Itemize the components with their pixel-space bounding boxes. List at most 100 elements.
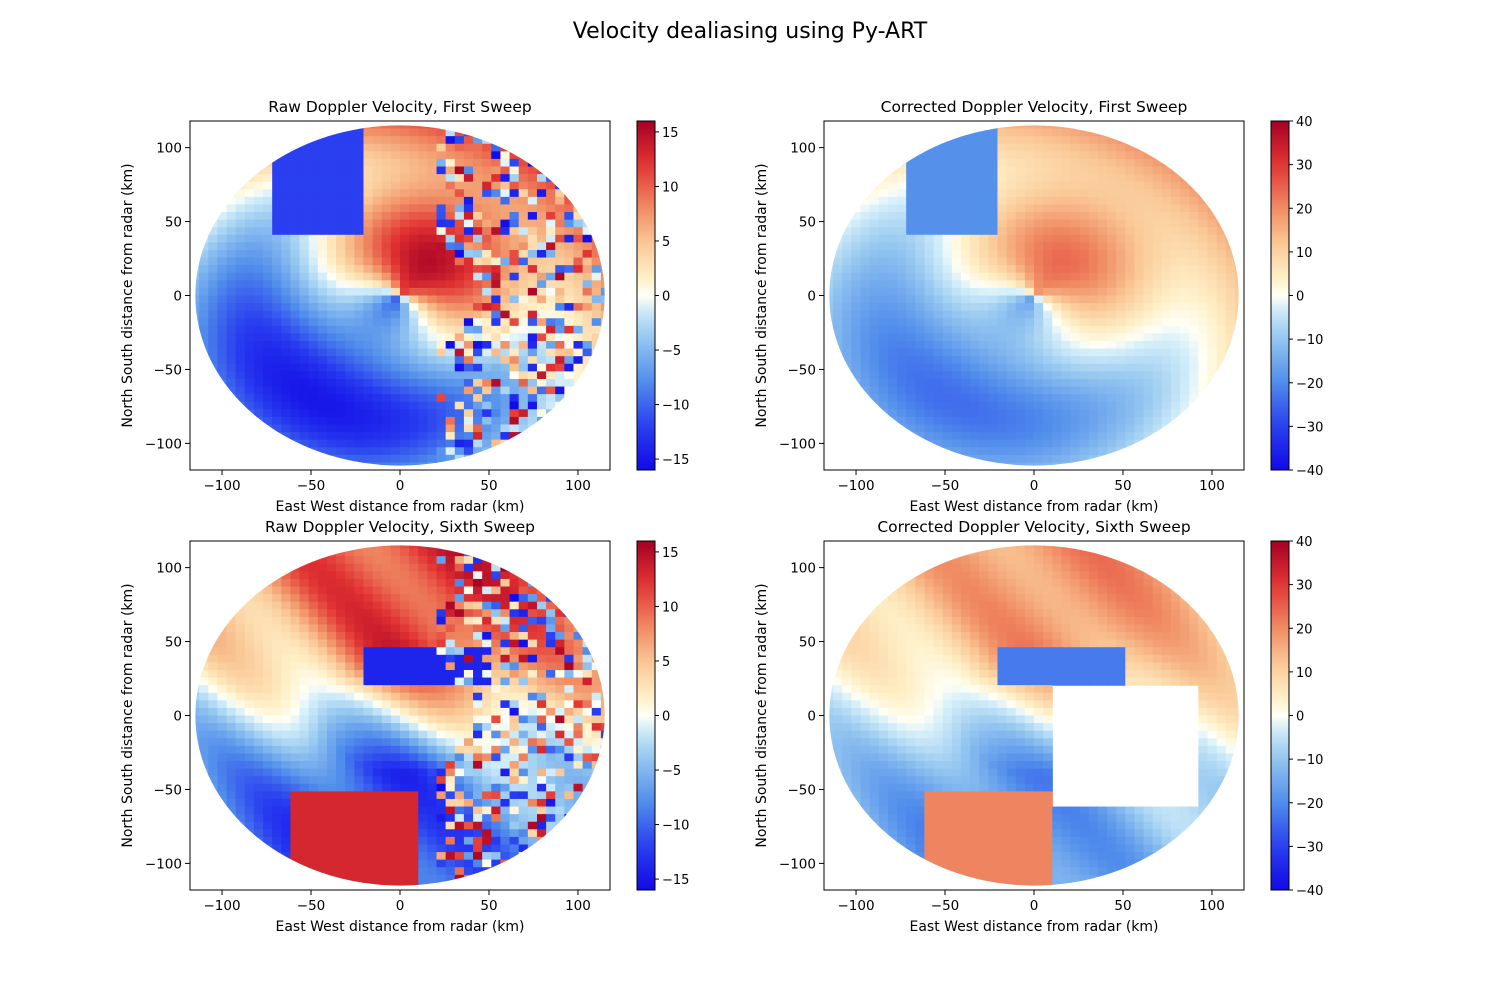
heatmap-cell — [851, 212, 862, 221]
heatmap-cell — [409, 624, 419, 633]
heatmap-cell — [253, 212, 264, 221]
heatmap-cell — [1134, 401, 1145, 410]
heatmap-cell — [546, 242, 556, 251]
heatmap-cell — [960, 318, 971, 327]
heatmap-cell — [418, 545, 428, 550]
heatmap-cell — [564, 639, 575, 648]
heatmap-cell — [1052, 196, 1062, 206]
heatmap-cell — [582, 125, 593, 130]
heatmap-cell — [381, 624, 392, 633]
heatmap-cell — [427, 632, 438, 641]
heatmap-cell — [1189, 386, 1199, 395]
heatmap-cell — [372, 363, 383, 372]
heatmap-cell — [960, 143, 971, 152]
heatmap-cell — [933, 318, 944, 327]
heatmap-cell — [1043, 401, 1053, 410]
heatmap-cell — [500, 257, 511, 266]
heatmap-cell — [463, 181, 474, 190]
heatmap-cell — [564, 447, 575, 456]
heatmap-cell — [363, 196, 374, 206]
panel-2: Corrected Doppler Velocity, First Sweep−… — [754, 98, 1323, 515]
heatmap-cell — [600, 432, 605, 441]
heatmap-cell — [390, 348, 401, 357]
heatmap-cell — [290, 601, 301, 610]
heatmap-cell — [564, 548, 575, 557]
heatmap-cell — [418, 325, 428, 335]
heatmap-cell — [381, 594, 392, 603]
heatmap-cell — [924, 295, 935, 304]
heatmap-cell — [217, 624, 228, 633]
heatmap-cell — [564, 624, 575, 633]
heatmap-cell — [997, 401, 1008, 410]
heatmap-cell — [195, 594, 200, 603]
heatmap-cell — [345, 287, 355, 297]
heatmap-cell — [555, 571, 565, 580]
heatmap-cell — [1116, 219, 1126, 228]
heatmap-cell — [1234, 242, 1239, 251]
heatmap-cell — [354, 632, 365, 641]
heatmap-cell — [509, 242, 520, 251]
heatmap-cell — [1116, 363, 1126, 372]
heatmap-cell — [253, 462, 264, 466]
heatmap-cell — [409, 249, 419, 259]
heatmap-cell — [1052, 310, 1062, 319]
heatmap-cell — [281, 424, 292, 433]
heatmap-cell — [500, 363, 511, 372]
heatmap-cell — [195, 287, 200, 297]
heatmap-cell — [842, 280, 852, 289]
heatmap-cell — [979, 394, 989, 403]
heatmap-cell — [372, 242, 383, 251]
heatmap-cell — [1088, 204, 1099, 213]
heatmap-cell — [1015, 189, 1026, 198]
heatmap-cell — [1198, 303, 1209, 312]
heatmap-cell — [400, 594, 410, 603]
heatmap-cell — [290, 563, 301, 572]
heatmap-cell — [1125, 432, 1136, 441]
heatmap-cell — [509, 136, 520, 145]
heatmap-cell — [308, 394, 319, 403]
heatmap-cell — [527, 563, 538, 572]
heatmap-cell — [546, 234, 556, 243]
heatmap-cell — [924, 196, 935, 206]
heatmap-cell — [427, 249, 438, 259]
heatmap-cell — [199, 371, 209, 380]
heatmap-cell — [235, 125, 246, 130]
heatmap-cell — [1152, 272, 1163, 281]
heatmap-cell — [199, 378, 209, 388]
heatmap-cell — [1024, 333, 1035, 342]
heatmap-cell — [600, 341, 605, 350]
heatmap-cell — [1234, 416, 1239, 426]
heatmap-cell — [1107, 401, 1117, 410]
heatmap-cell — [208, 616, 218, 626]
heatmap-cell — [591, 545, 602, 550]
heatmap-cell — [1015, 265, 1026, 274]
heatmap-cell — [336, 272, 346, 281]
heatmap-cell — [1170, 212, 1181, 221]
heatmap-cell — [1107, 143, 1117, 152]
heatmap-cell — [1061, 310, 1072, 319]
heatmap-cell — [436, 548, 447, 557]
heatmap-cell — [1189, 280, 1199, 289]
heatmap-cell — [600, 181, 605, 190]
heatmap-cell — [372, 401, 383, 410]
heatmap-cell — [263, 295, 273, 304]
heatmap-cell — [400, 280, 410, 289]
heatmap-cell — [473, 563, 483, 572]
heatmap-cell — [951, 125, 962, 130]
heatmap-cell — [1152, 333, 1163, 342]
heatmap-cell — [1198, 295, 1209, 304]
heatmap-cell — [1107, 196, 1117, 206]
heatmap-cell — [509, 394, 520, 403]
heatmap-cell — [1116, 242, 1126, 251]
heatmap-cell — [390, 212, 401, 221]
heatmap-cell — [308, 196, 319, 206]
heatmap-cell — [354, 318, 365, 327]
heatmap-cell — [897, 136, 907, 145]
heatmap-cell — [924, 204, 935, 213]
heatmap-cell — [555, 563, 565, 572]
heatmap-cell — [600, 447, 605, 456]
heatmap-cell — [235, 545, 246, 550]
heatmap-cell — [1015, 333, 1026, 342]
heatmap-cell — [1116, 386, 1126, 395]
heatmap-cell — [833, 125, 843, 130]
